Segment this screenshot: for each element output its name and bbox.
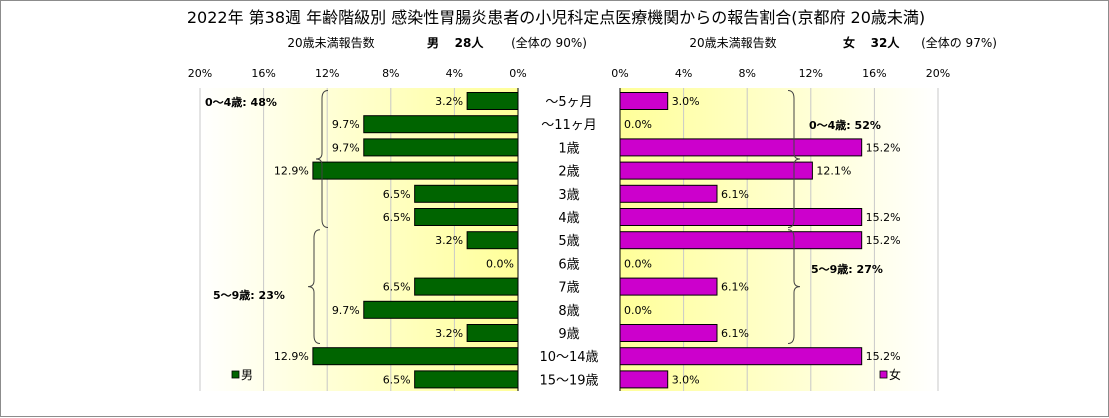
male-value-label: 6.5%: [383, 188, 411, 201]
female-bar: [619, 184, 718, 203]
male-value-label: 9.7%: [332, 118, 360, 131]
right-x-tick-label: 12%: [799, 67, 823, 80]
chart-title: 2022年 第38週 年齢階級別 感染性胃腸炎患者の小児科定点医療機関からの報告…: [187, 8, 925, 27]
category-label: 2歳: [558, 165, 579, 180]
left-x-tick-label: 4%: [446, 67, 463, 80]
female-value-label: 0.0%: [624, 304, 652, 317]
male-bar: [363, 300, 519, 319]
female-value-label: 15.2%: [866, 350, 901, 363]
male-bar: [363, 115, 519, 134]
female-bar: [619, 231, 863, 250]
male-value-label: 12.9%: [274, 350, 309, 363]
male-value-label: 3.2%: [435, 95, 463, 108]
male-5-9-annotation: 5～9歳: 23%: [213, 288, 285, 302]
male-bar: [414, 277, 519, 296]
female-value-label: 6.1%: [721, 281, 749, 294]
female-value-label: 3.0%: [672, 373, 700, 386]
left-x-tick-label: 12%: [315, 67, 339, 80]
female-value-label: 15.2%: [866, 141, 901, 154]
male-bar: [466, 324, 519, 342]
right-x-tick-label: 0%: [611, 67, 628, 80]
male-bar: [466, 92, 519, 110]
male-value-label: 6.5%: [383, 281, 411, 294]
female-bar: [619, 370, 669, 389]
left-header-label: 20歳未満報告数: [287, 35, 374, 50]
male-0-4-annotation: 0～4歳: 48%: [205, 95, 277, 109]
female-bar: [619, 92, 669, 110]
female-legend-swatch: [879, 370, 888, 379]
male-value-label: 6.5%: [383, 373, 411, 386]
right-x-tick-label: 16%: [862, 67, 886, 80]
category-label: 7歳: [558, 281, 579, 296]
female-value-label: 0.0%: [624, 257, 652, 270]
category-label: ～11ヶ月: [541, 118, 597, 133]
right-header-sex: 女: [843, 35, 855, 50]
category-label: 9歳: [558, 327, 579, 342]
female-bar: [619, 324, 718, 342]
male-0-4-brace: [315, 90, 329, 228]
female-bar: [619, 138, 863, 157]
left-x-tick-label: 20%: [188, 67, 212, 80]
female-value-label: 15.2%: [866, 234, 901, 247]
right-header-note: (全体の 97%): [921, 35, 997, 50]
male-bar: [466, 231, 519, 250]
left-x-tick-label: 8%: [382, 67, 399, 80]
female-0-4-annotation: 0～4歳: 52%: [809, 118, 881, 132]
female-bar: [619, 208, 863, 226]
female-5-9-brace: [787, 229, 801, 344]
female-legend-label: 女: [889, 367, 901, 382]
category-label: 3歳: [558, 188, 579, 203]
female-value-label: 3.0%: [672, 95, 700, 108]
male-bar: [363, 138, 519, 157]
category-label: 4歳: [558, 211, 579, 226]
female-value-label: 0.0%: [624, 118, 652, 131]
male-value-label: 6.5%: [383, 211, 411, 224]
right-x-tick-label: 20%: [926, 67, 950, 80]
female-5-9-annotation: 5～9歳: 27%: [811, 262, 883, 276]
male-value-label: 3.2%: [435, 234, 463, 247]
female-bar: [619, 347, 863, 366]
category-label: 6歳: [558, 257, 579, 272]
group-annotations: 0～4歳: 48% 5～9歳: 23% 0～4歳: 52% 5～9歳: 27% 男 女: [205, 90, 901, 382]
left-header-note: (全体の 90%): [511, 35, 587, 50]
right-x-tick-label: 8%: [738, 67, 755, 80]
female-bar: [619, 161, 813, 180]
category-label: 1歳: [558, 141, 579, 156]
male-bar: [414, 370, 519, 389]
female-bar: [619, 277, 718, 296]
male-legend-label: 男: [241, 368, 253, 382]
left-header-sex: 男: [427, 36, 439, 50]
left-header-count: 28人: [455, 35, 485, 50]
female-value-label: 6.1%: [721, 327, 749, 340]
male-value-label: 9.7%: [332, 141, 360, 154]
male-5-9-brace: [307, 229, 321, 344]
male-value-label: 12.9%: [274, 165, 309, 178]
male-value-label: 0.0%: [486, 257, 514, 270]
female-value-label: 15.2%: [866, 211, 901, 224]
right-x-tick-label: 4%: [675, 67, 692, 80]
male-bar: [414, 184, 519, 203]
category-label: 10～14歳: [539, 350, 598, 365]
male-bar: [414, 208, 519, 226]
male-legend-swatch: [231, 370, 240, 379]
female-0-4-brace: [787, 90, 801, 228]
category-label: 8歳: [558, 304, 579, 319]
female-value-label: 6.1%: [721, 188, 749, 201]
category-label: ～5ヶ月: [545, 95, 592, 110]
left-x-tick-label: 16%: [251, 67, 275, 80]
right-header-label: 20歳未満報告数: [689, 35, 776, 50]
right-header-count: 32人: [871, 35, 901, 50]
male-value-label: 9.7%: [332, 304, 360, 317]
female-value-label: 12.1%: [816, 165, 851, 178]
left-x-tick-label: 0%: [509, 67, 526, 80]
male-bar: [312, 161, 519, 180]
male-bar: [312, 347, 519, 366]
male-value-label: 3.2%: [435, 327, 463, 340]
category-label: 5歳: [558, 234, 579, 249]
plot-area: 0% 0% 4% 4% 8% 8% 12% 12% 16% 16% 20% 20% 3.2% 3.0% ～5…: [188, 67, 950, 391]
category-label: 15～19歳: [539, 373, 598, 388]
